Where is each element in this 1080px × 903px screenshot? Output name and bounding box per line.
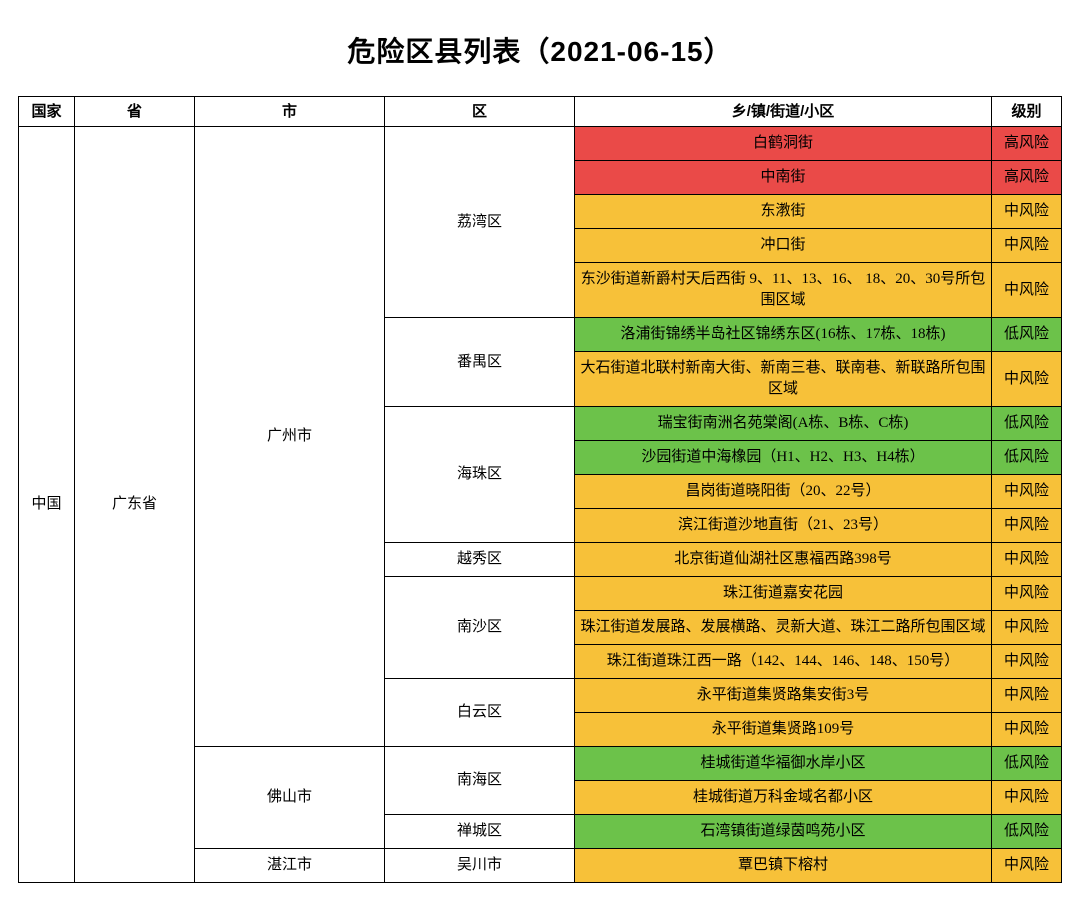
- cell-level: 低风险: [992, 407, 1062, 441]
- cell-area: 洛浦街锦绣半岛社区锦绣东区(16栋、17栋、18栋): [575, 318, 992, 352]
- cell-district: 吴川市: [385, 849, 575, 883]
- cell-area: 大石街道北联村新南大街、新南三巷、联南巷、新联路所包围区域: [575, 352, 992, 407]
- cell-area: 东漖街: [575, 195, 992, 229]
- cell-area: 北京街道仙湖社区惠福西路398号: [575, 543, 992, 577]
- cell-level: 中风险: [992, 475, 1062, 509]
- cell-level: 中风险: [992, 543, 1062, 577]
- cell-area: 珠江街道发展路、发展横路、灵新大道、珠江二路所包围区域: [575, 611, 992, 645]
- cell-area: 滨江街道沙地直街（21、23号）: [575, 509, 992, 543]
- cell-district: 海珠区: [385, 407, 575, 543]
- cell-level: 低风险: [992, 747, 1062, 781]
- col-city: 市: [195, 97, 385, 127]
- cell-district: 南沙区: [385, 577, 575, 679]
- cell-area: 桂城街道万科金域名都小区: [575, 781, 992, 815]
- cell-level: 低风险: [992, 318, 1062, 352]
- cell-level: 中风险: [992, 645, 1062, 679]
- cell-area: 冲口街: [575, 229, 992, 263]
- cell-city: 湛江市: [195, 849, 385, 883]
- cell-area: 瑞宝街南洲名苑棠阁(A栋、B栋、C栋): [575, 407, 992, 441]
- cell-district: 番禺区: [385, 318, 575, 407]
- cell-city: 广州市: [195, 127, 385, 747]
- cell-area: 昌岗街道晓阳街（20、22号）: [575, 475, 992, 509]
- table-header-row: 国家 省 市 区 乡/镇/街道/小区 级别: [19, 97, 1062, 127]
- cell-country: 中国: [19, 127, 75, 883]
- cell-area: 中南街: [575, 161, 992, 195]
- cell-area: 东沙街道新爵村天后西街 9、11、13、16、 18、20、30号所包围区域: [575, 263, 992, 318]
- cell-district: 南海区: [385, 747, 575, 815]
- cell-area: 白鹤洞街: [575, 127, 992, 161]
- table-row: 中国 广东省 广州市 荔湾区 白鹤洞街 高风险: [19, 127, 1062, 161]
- cell-district: 荔湾区: [385, 127, 575, 318]
- cell-level: 中风险: [992, 509, 1062, 543]
- cell-area: 石湾镇街道绿茵鸣苑小区: [575, 815, 992, 849]
- cell-city: 佛山市: [195, 747, 385, 849]
- risk-table: 国家 省 市 区 乡/镇/街道/小区 级别 中国 广东省 广州市 荔湾区 白鹤洞…: [18, 96, 1062, 883]
- cell-level: 中风险: [992, 713, 1062, 747]
- cell-level: 中风险: [992, 229, 1062, 263]
- cell-area: 珠江街道珠江西一路（142、144、146、148、150号）: [575, 645, 992, 679]
- cell-district: 禅城区: [385, 815, 575, 849]
- cell-area: 珠江街道嘉安花园: [575, 577, 992, 611]
- cell-level: 中风险: [992, 577, 1062, 611]
- cell-level: 低风险: [992, 441, 1062, 475]
- cell-level: 中风险: [992, 611, 1062, 645]
- cell-level: 中风险: [992, 781, 1062, 815]
- cell-level: 低风险: [992, 815, 1062, 849]
- col-level: 级别: [992, 97, 1062, 127]
- col-district: 区: [385, 97, 575, 127]
- cell-level: 中风险: [992, 263, 1062, 318]
- cell-area: 覃巴镇下榕村: [575, 849, 992, 883]
- cell-level: 中风险: [992, 195, 1062, 229]
- cell-district: 越秀区: [385, 543, 575, 577]
- col-province: 省: [75, 97, 195, 127]
- cell-level: 中风险: [992, 849, 1062, 883]
- cell-level: 中风险: [992, 352, 1062, 407]
- cell-district: 白云区: [385, 679, 575, 747]
- cell-area: 沙园街道中海橡园（H1、H2、H3、H4栋）: [575, 441, 992, 475]
- page-title: 危险区县列表（2021-06-15）: [18, 30, 1062, 70]
- cell-level: 高风险: [992, 161, 1062, 195]
- col-area: 乡/镇/街道/小区: [575, 97, 992, 127]
- cell-area: 永平街道集贤路109号: [575, 713, 992, 747]
- cell-province: 广东省: [75, 127, 195, 883]
- cell-level: 高风险: [992, 127, 1062, 161]
- cell-area: 桂城街道华福御水岸小区: [575, 747, 992, 781]
- col-country: 国家: [19, 97, 75, 127]
- cell-level: 中风险: [992, 679, 1062, 713]
- cell-area: 永平街道集贤路集安街3号: [575, 679, 992, 713]
